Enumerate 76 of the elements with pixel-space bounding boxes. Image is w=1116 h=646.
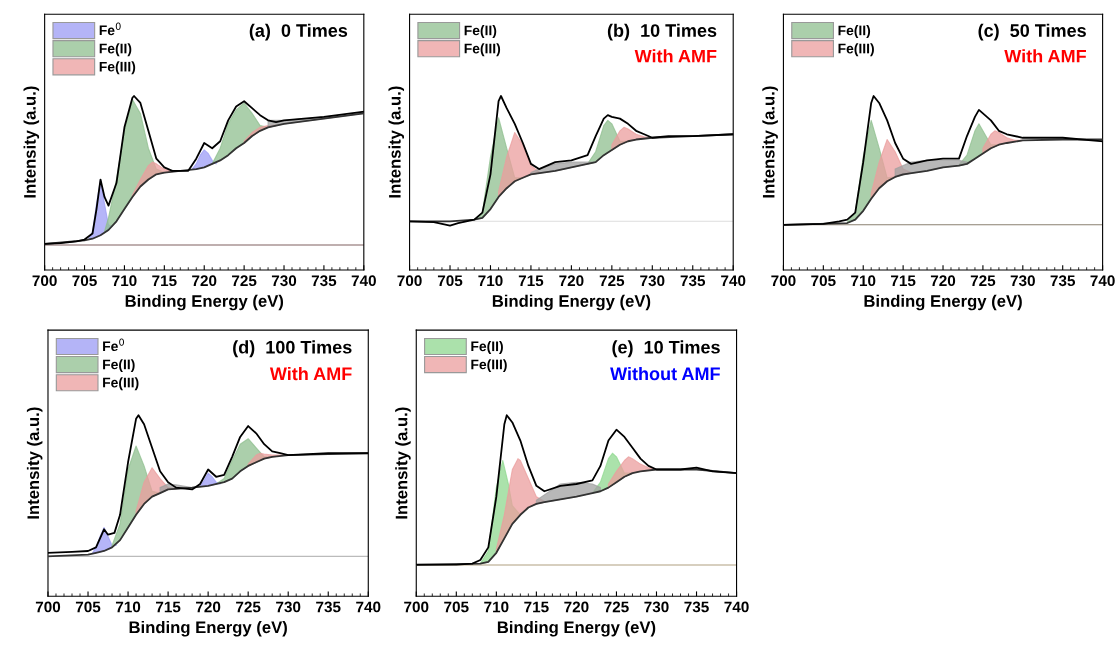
x-tick-label: 700 bbox=[397, 275, 422, 287]
y-axis-title: Intensity (a.u.) bbox=[388, 86, 405, 198]
x-tick-label: 720 bbox=[559, 275, 584, 287]
x-tick-label: 715 bbox=[891, 275, 916, 287]
x-tick-label: 730 bbox=[276, 601, 301, 613]
legend-label: Fe(III) bbox=[99, 61, 136, 75]
x-tick-label: 740 bbox=[351, 275, 376, 287]
text: With AMF bbox=[1004, 49, 1086, 63]
x-tick-label: 725 bbox=[599, 275, 625, 287]
chart-title: (d) 100 Times bbox=[233, 340, 352, 358]
chart-title: (b) 10 Times bbox=[607, 23, 717, 41]
x-tick-label: 705 bbox=[811, 275, 836, 287]
x-tick-label: 720 bbox=[196, 601, 221, 613]
x-tick-label: 725 bbox=[604, 601, 629, 613]
legend-label: Fe(II) bbox=[471, 341, 503, 354]
x-tick-label: 700 bbox=[404, 601, 429, 613]
x-tick-label: 710 bbox=[112, 275, 137, 287]
x-tick-label: 735 bbox=[684, 601, 709, 613]
text: With AMF bbox=[269, 366, 352, 381]
x-tick-label: 720 bbox=[192, 275, 217, 287]
legend-label: Fe(III) bbox=[464, 43, 501, 57]
chart-title: (a) 0 Times bbox=[249, 23, 348, 41]
x-tick-label: 700 bbox=[771, 275, 796, 287]
x-axis-title: Binding Energy (eV) bbox=[125, 294, 284, 311]
legend-label: Fe(III) bbox=[838, 43, 874, 57]
x-tick-label: 730 bbox=[271, 275, 297, 287]
x-tick-label: 705 bbox=[75, 601, 101, 613]
x-tick-label: 740 bbox=[1090, 275, 1115, 287]
x-tick-label: 735 bbox=[1050, 275, 1076, 287]
x-tick-label: 725 bbox=[232, 275, 257, 287]
legend-label: Fe(II) bbox=[103, 359, 135, 373]
x-tick-label: 715 bbox=[518, 275, 544, 287]
x-tick-label: 700 bbox=[35, 601, 61, 613]
x-tick-label: 735 bbox=[316, 601, 341, 613]
x-tick-label: 730 bbox=[640, 275, 665, 287]
x-axis-title: Binding Energy (eV) bbox=[129, 620, 287, 637]
x-tick-label: 705 bbox=[72, 275, 97, 287]
legend-label: Fe(III) bbox=[471, 359, 507, 373]
x-tick-label: 705 bbox=[444, 601, 469, 613]
x-axis-title: Binding Energy (eV) bbox=[864, 294, 1022, 311]
x-tick-label: 735 bbox=[311, 275, 337, 287]
x-tick-label: 710 bbox=[478, 275, 503, 287]
x-tick-label: 710 bbox=[484, 601, 509, 613]
x-axis-title: Binding Energy (eV) bbox=[492, 294, 651, 311]
x-tick-label: 715 bbox=[152, 275, 177, 287]
x-tick-label: 730 bbox=[644, 601, 669, 613]
x-tick-label: 715 bbox=[156, 601, 181, 613]
x-tick-label: 725 bbox=[970, 275, 996, 287]
x-tick-label: 730 bbox=[1010, 275, 1035, 287]
legend-label: Fe$^{0}$ bbox=[99, 22, 121, 36]
x-tick-label: 710 bbox=[115, 601, 141, 613]
legend-label: Fe$^{0}$ bbox=[103, 338, 125, 352]
chart-title: (e) 10 Times bbox=[612, 340, 720, 358]
text: With AMF bbox=[634, 49, 717, 63]
x-tick-label: 740 bbox=[724, 601, 749, 613]
y-axis-title: Intensity (a.u.) bbox=[26, 407, 43, 519]
x-tick-label: 740 bbox=[356, 601, 381, 613]
x-tick-label: 720 bbox=[930, 275, 956, 287]
x-tick-label: 735 bbox=[680, 275, 706, 287]
x-tick-label: 715 bbox=[524, 601, 549, 613]
y-axis-title: Intensity (a.u.) bbox=[762, 86, 778, 198]
legend-label: Fe(II) bbox=[464, 25, 497, 39]
legend-label: Fe(III) bbox=[103, 377, 139, 391]
x-tick-label: 700 bbox=[32, 275, 57, 287]
legend-label: Fe(II) bbox=[838, 25, 871, 39]
x-tick-label: 710 bbox=[851, 275, 876, 287]
text: Without AMF bbox=[610, 366, 720, 381]
legend-label: Fe(II) bbox=[99, 43, 132, 57]
x-tick-label: 740 bbox=[721, 275, 746, 287]
x-tick-label: 720 bbox=[564, 601, 589, 613]
x-axis-title: Binding Energy (eV) bbox=[497, 620, 656, 637]
x-tick-label: 725 bbox=[236, 601, 261, 613]
x-tick-label: 705 bbox=[437, 275, 463, 287]
y-axis-title: Intensity (a.u.) bbox=[23, 86, 40, 198]
y-axis-title: Intensity (a.u.) bbox=[395, 407, 411, 519]
chart-title: (c) 50 Times bbox=[978, 23, 1086, 41]
